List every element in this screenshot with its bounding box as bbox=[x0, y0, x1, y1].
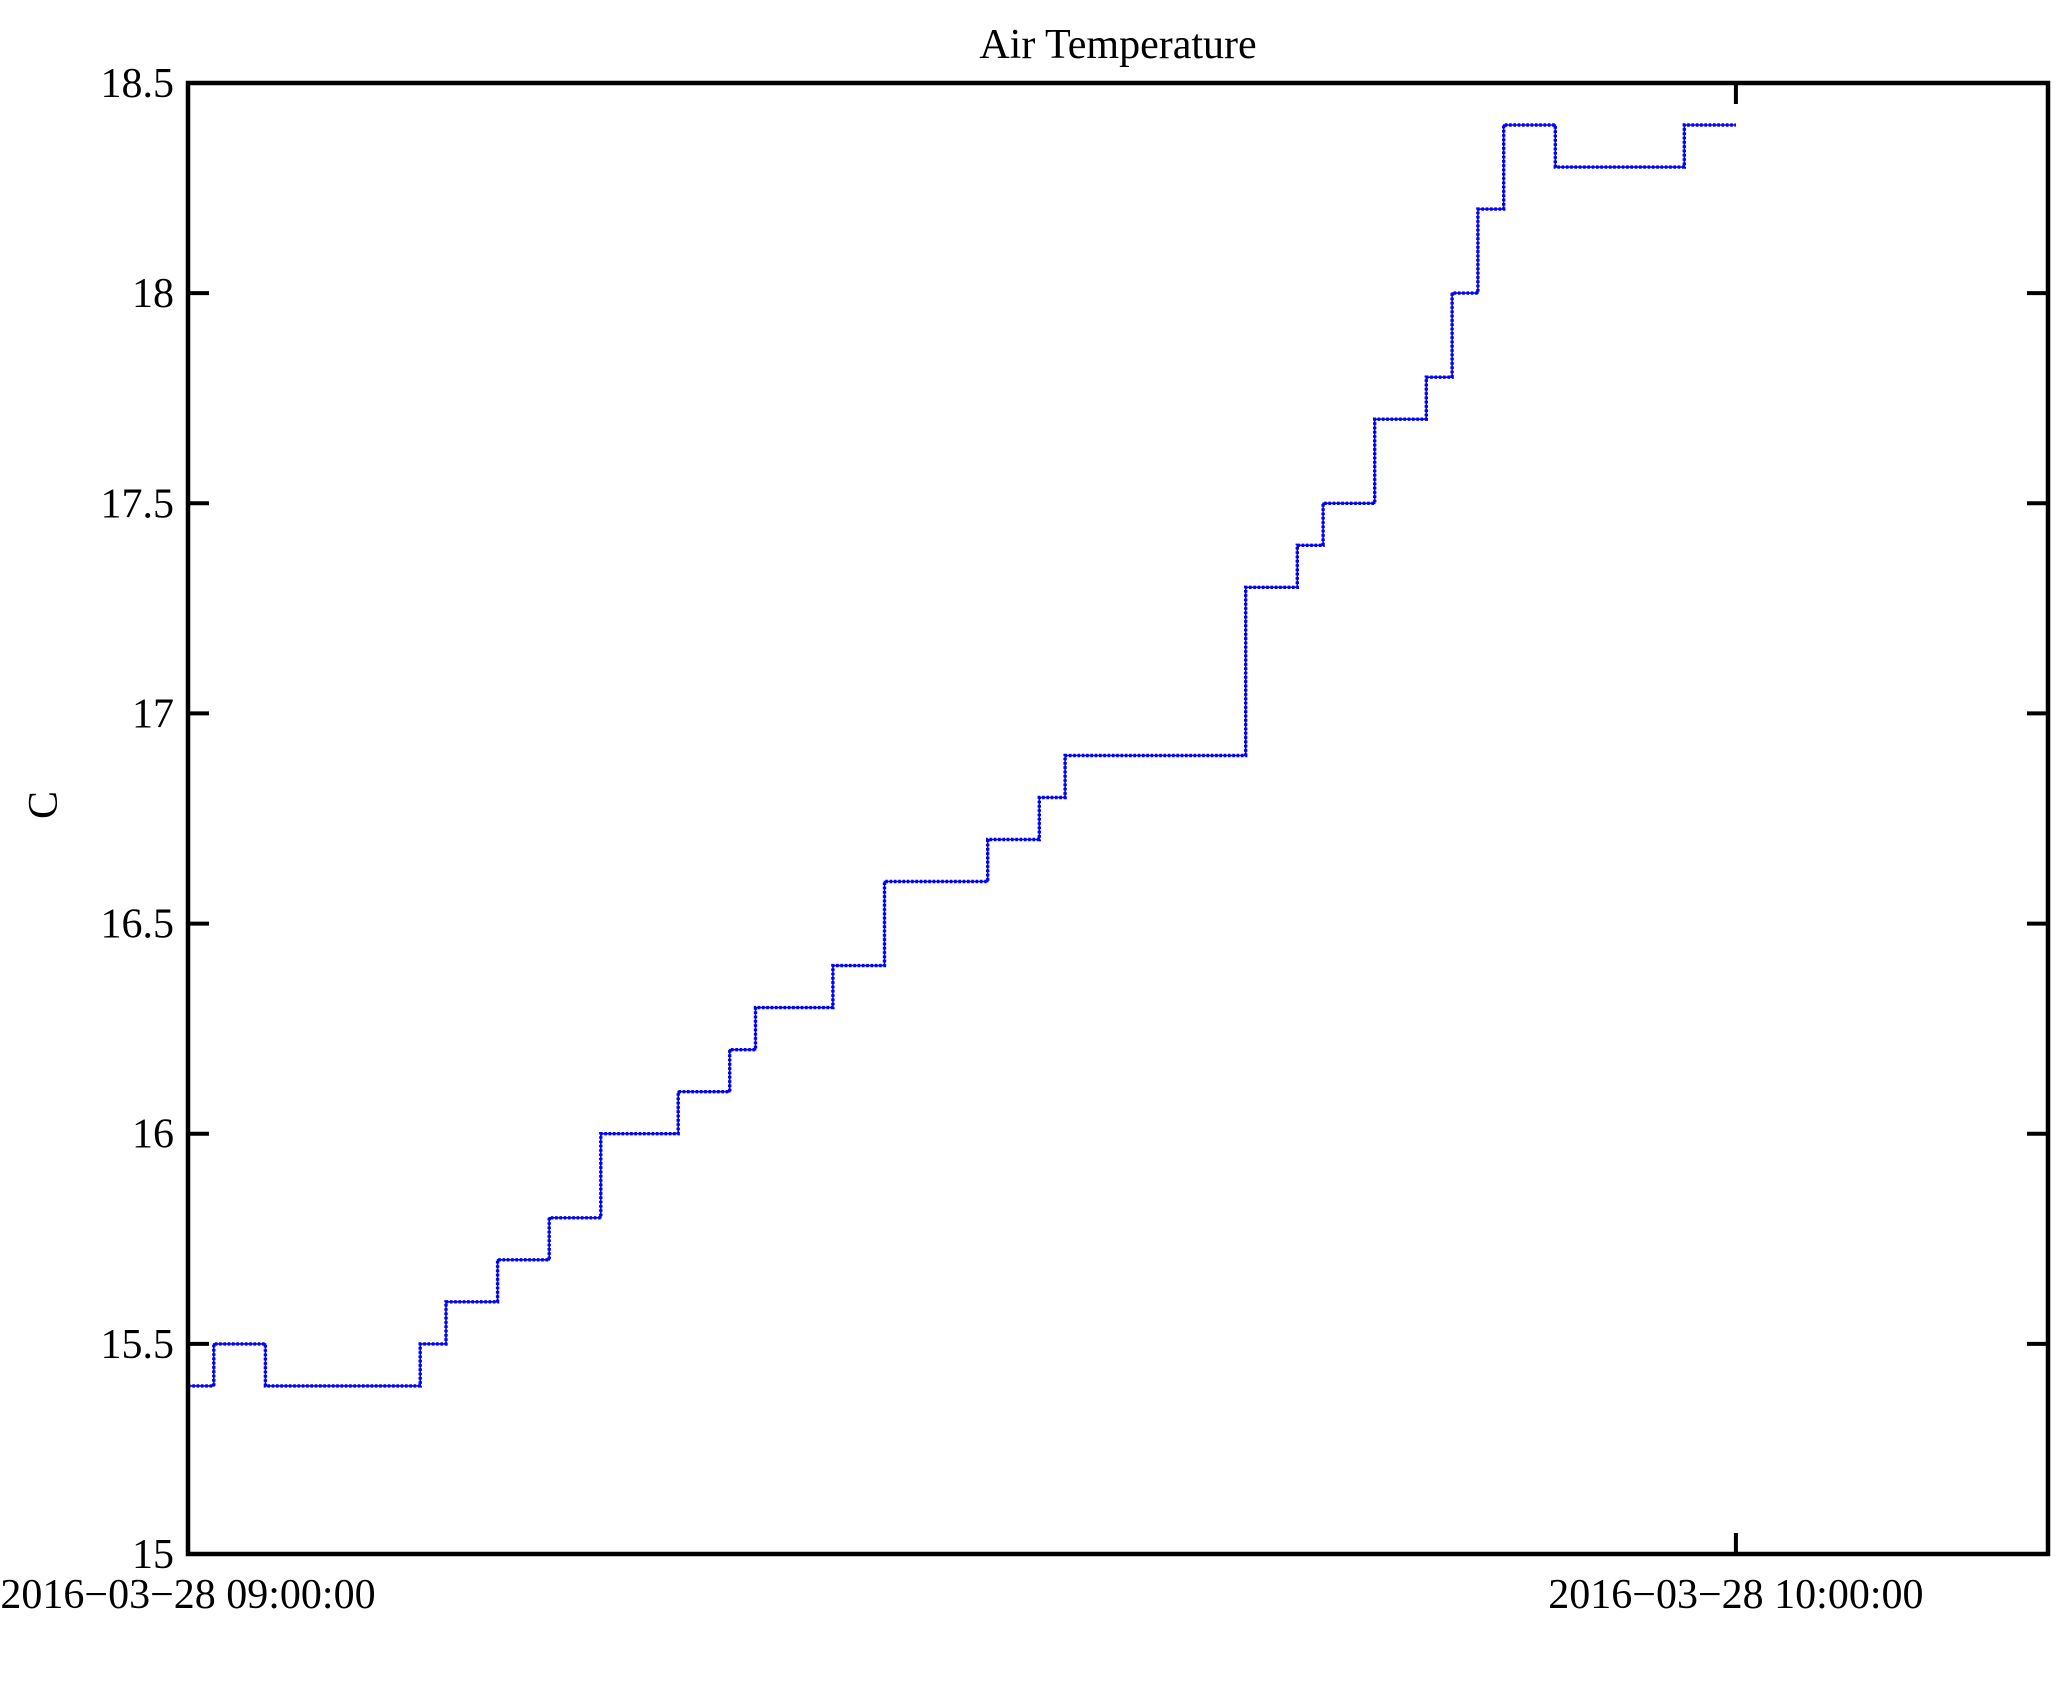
plot-area-border bbox=[185, 80, 2051, 1557]
x-tick-label: 2016−03−28 10:00:00 bbox=[1548, 1572, 1923, 1618]
y-tick-label: 15 bbox=[132, 1532, 174, 1578]
y-tick-label: 16.5 bbox=[101, 902, 175, 948]
temperature-line-base bbox=[188, 124, 1736, 1387]
y-tick-label: 18.5 bbox=[101, 61, 175, 107]
y-tick-label: 16 bbox=[132, 1112, 174, 1158]
y-axis-label: C bbox=[21, 791, 67, 819]
x-tick-label: 2016−03−28 09:00:00 bbox=[0, 1572, 375, 1618]
y-tick-label: 17.5 bbox=[101, 481, 175, 527]
axis-ticks bbox=[186, 81, 2048, 1556]
y-tick-label: 17 bbox=[132, 691, 174, 737]
temperature-line bbox=[188, 123, 1736, 1388]
y-tick-label: 18 bbox=[132, 271, 174, 317]
chart-title: Air Temperature bbox=[979, 22, 1256, 68]
axis-tick-labels: 15 15.5 16 16.5 17 17.5 18 18.5 2016−03−28 09:00… bbox=[0, 61, 1923, 1618]
y-tick-label: 15.5 bbox=[101, 1322, 175, 1368]
series-group bbox=[188, 123, 1736, 1388]
